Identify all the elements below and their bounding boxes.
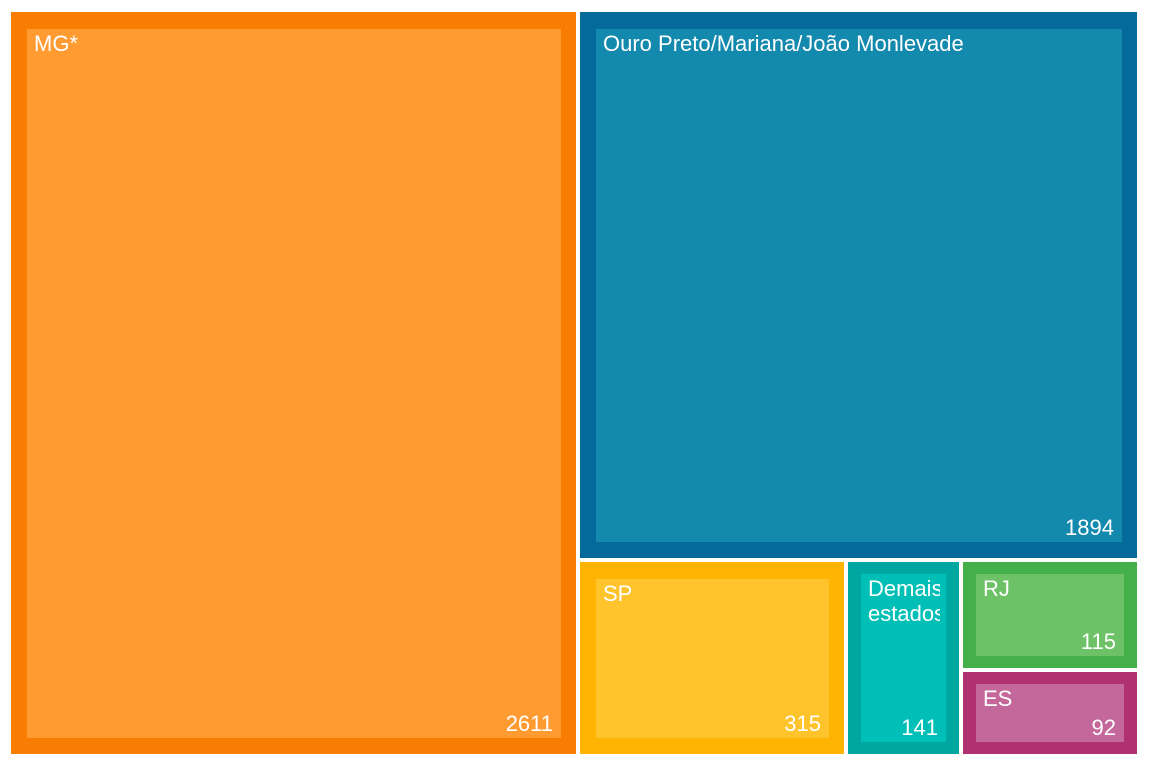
- tile-label-demais: Demais estados: [868, 576, 940, 627]
- tile-value-sp: 315: [784, 710, 821, 736]
- tile-value-es: 92: [1091, 714, 1116, 740]
- treemap-tile-ouro-inner: Ouro Preto/Mariana/João Monlevade 1894: [596, 29, 1122, 542]
- tile-label-es: ES: [983, 686, 1013, 711]
- tile-value-rj: 115: [1080, 628, 1116, 654]
- tile-label-rj: RJ: [983, 576, 1010, 601]
- tile-value-demais: 141: [901, 714, 938, 740]
- treemap-tile-sp-inner: SP 315: [596, 579, 829, 738]
- treemap-tile-sp[interactable]: SP 315: [580, 562, 844, 754]
- tile-label-sp: SP: [603, 581, 633, 606]
- tile-value-mg: 2611: [505, 710, 553, 736]
- treemap-tile-es-inner: ES 92: [976, 684, 1124, 742]
- treemap-tile-ouro-preto-mariana-joao-monlevade[interactable]: Ouro Preto/Mariana/João Monlevade 1894: [580, 12, 1137, 558]
- tile-label-mg: MG*: [34, 31, 78, 56]
- treemap-tile-demais-inner: Demais estados 141: [861, 574, 946, 742]
- treemap-tile-mg-inner: MG* 2611: [27, 29, 561, 738]
- tile-value-ouro: 1894: [1065, 514, 1114, 540]
- treemap-tile-es[interactable]: ES 92: [963, 672, 1137, 754]
- tile-label-ouro: Ouro Preto/Mariana/João Monlevade: [603, 31, 964, 56]
- treemap-tile-mg[interactable]: MG* 2611: [11, 12, 576, 754]
- treemap-tile-rj[interactable]: RJ 115: [963, 562, 1137, 668]
- treemap-tile-rj-inner: RJ 115: [976, 574, 1124, 656]
- treemap-tile-demais-estados[interactable]: Demais estados 141: [848, 562, 959, 754]
